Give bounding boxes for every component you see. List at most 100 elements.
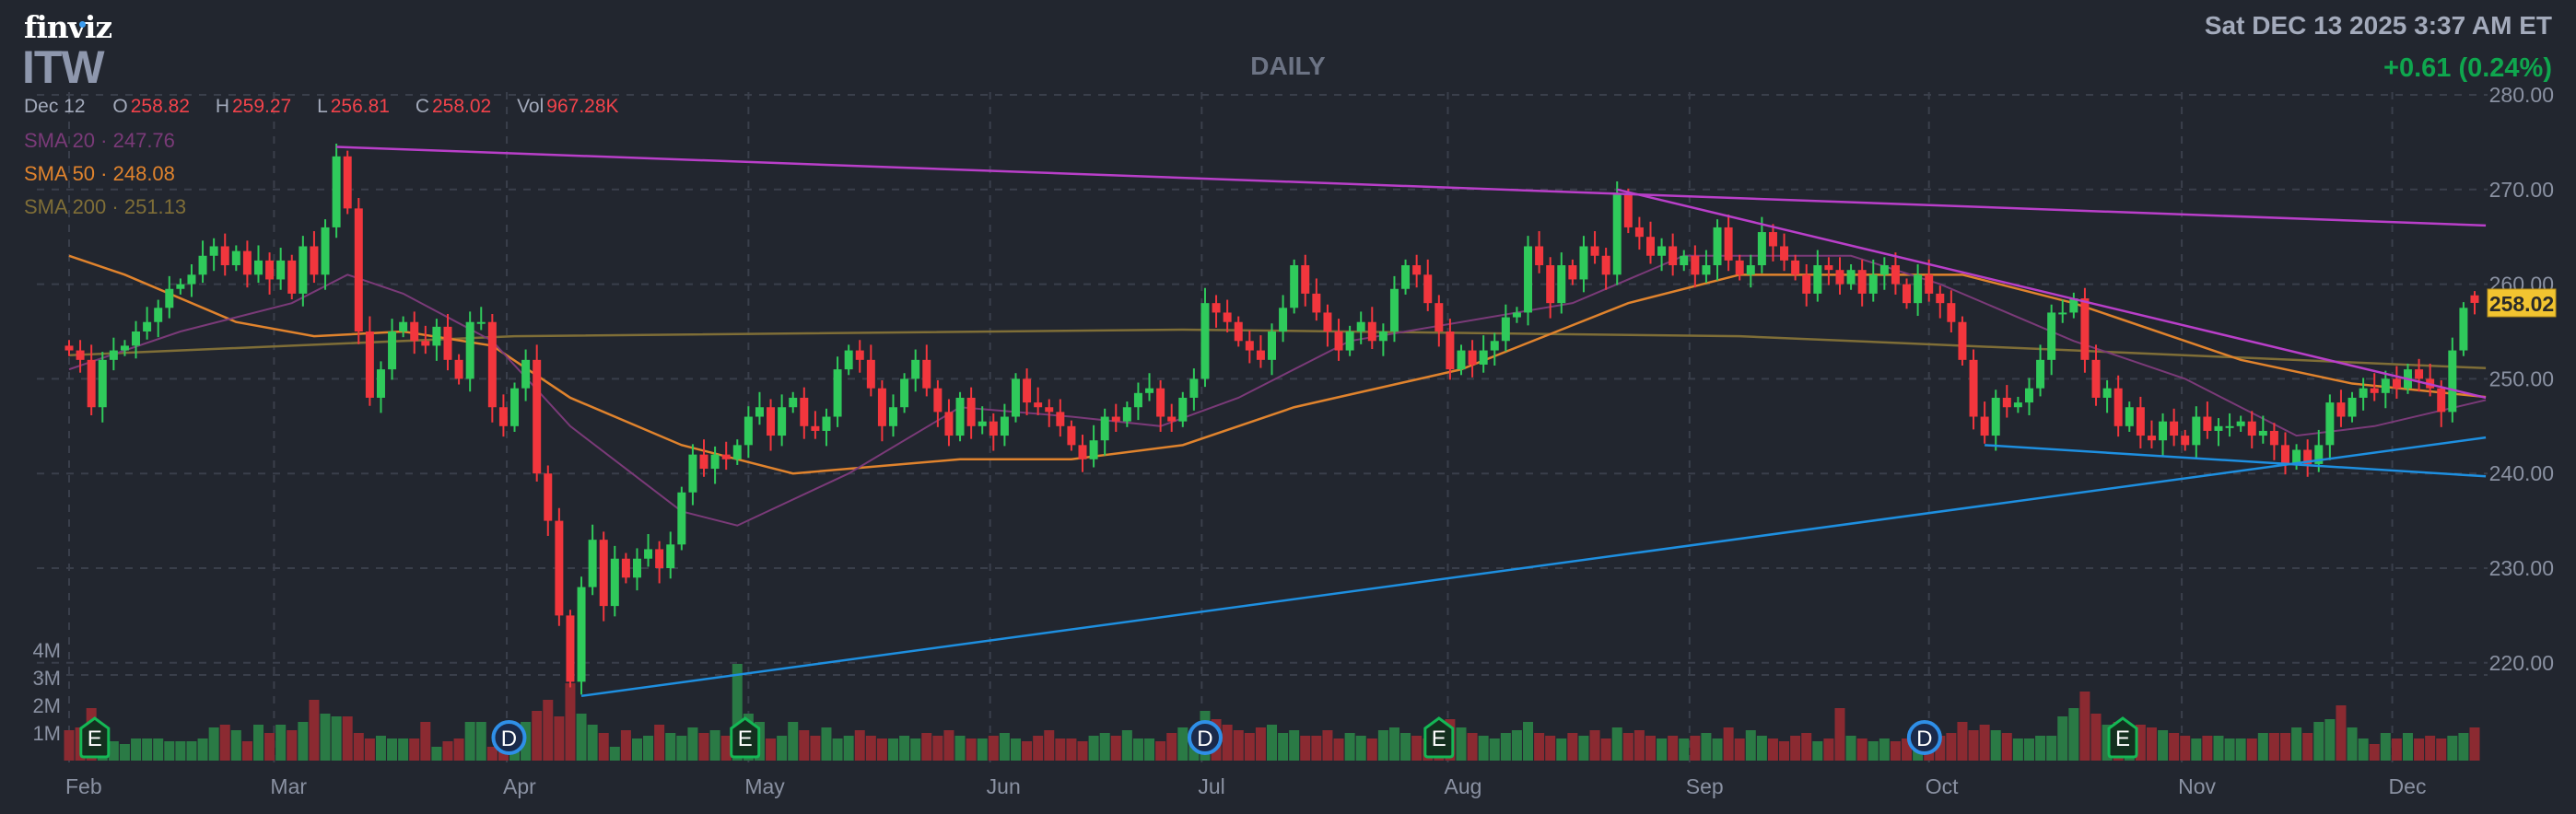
candle [2159, 413, 2168, 456]
candle [1189, 368, 1199, 411]
volume-bar [2102, 725, 2113, 761]
candle-body [1378, 331, 1388, 342]
trendlines[interactable] [336, 145, 2487, 698]
volume-bar [131, 738, 142, 761]
volume-bar [1044, 730, 1055, 761]
candle-body [1367, 321, 1376, 342]
volume-bar [587, 725, 598, 761]
candle-body [1468, 350, 1477, 365]
candle-body [321, 227, 330, 275]
month-label: Nov [2178, 774, 2216, 798]
volume-bar [353, 733, 364, 761]
candle [1479, 335, 1488, 373]
volume-bar [2268, 733, 2279, 761]
trendline[interactable] [336, 145, 2487, 227]
volume-bar [1033, 736, 1044, 761]
volume-bar [1790, 736, 1801, 761]
candle-body [365, 331, 374, 398]
candle [1000, 403, 1009, 447]
earnings-marker[interactable]: E [2107, 716, 2138, 759]
volume-bar [1823, 738, 1834, 761]
candle [253, 245, 263, 284]
finviz-logo[interactable]: finviz [24, 9, 112, 45]
candle [1178, 391, 1188, 427]
dividend-marker[interactable]: D [491, 720, 527, 755]
price-tick-label: 270.00 [2489, 178, 2554, 202]
earnings-icon [2107, 716, 2138, 759]
candle [555, 507, 564, 626]
candle-body [1868, 274, 1878, 294]
candle-body [1312, 293, 1321, 313]
volume-bar [2436, 738, 2447, 761]
volume-bar [230, 730, 241, 761]
candle-body [76, 350, 85, 360]
candle [599, 531, 608, 622]
candle-body [2024, 388, 2033, 403]
price-tick-label: 230.00 [2489, 556, 2554, 580]
volume-bar [1355, 736, 1366, 761]
earnings-icon [1423, 716, 1455, 759]
candle [143, 307, 152, 340]
candle-body [767, 407, 776, 436]
candle [64, 340, 74, 356]
candle [1122, 401, 1131, 427]
candle-body [1512, 312, 1521, 318]
candle [376, 361, 385, 413]
candle-body [789, 397, 798, 408]
candle-body [2069, 298, 2078, 313]
candle [399, 316, 408, 338]
volume-bar [320, 714, 331, 761]
volume-bar [241, 741, 252, 761]
volume-bar [252, 725, 263, 761]
candle [2192, 406, 2201, 459]
volume-bar [275, 725, 287, 761]
candle [1367, 307, 1376, 350]
volume-bar [398, 738, 409, 761]
earnings-marker[interactable]: E [730, 716, 761, 759]
earnings-marker[interactable]: E [79, 716, 111, 759]
candle [2247, 411, 2256, 448]
dividend-marker[interactable]: D [1906, 720, 1942, 755]
sma200-name: SMA 200 [24, 195, 107, 218]
sma50-legend[interactable]: SMA 50 · 248.08 [24, 162, 175, 185]
candle [2058, 299, 2067, 323]
volume-bar [442, 741, 453, 761]
volume-bar [1856, 738, 1868, 761]
candle-body [1835, 270, 1844, 285]
candle [1691, 245, 1700, 288]
trendline[interactable] [580, 436, 2487, 698]
candle-body [299, 246, 308, 294]
candle [1234, 316, 1243, 347]
volume-tick-label: 4M [32, 639, 61, 662]
candle-body [1546, 265, 1555, 304]
candle [388, 319, 397, 380]
month-label: Feb [65, 774, 102, 798]
sma200-legend[interactable]: SMA 200 · 251.13 [24, 195, 187, 218]
volume-bar [197, 738, 208, 761]
dividend-marker[interactable]: D [1187, 720, 1223, 755]
candle-body [2236, 421, 2245, 426]
candle [310, 231, 319, 284]
candle-body [1891, 265, 1900, 285]
candle [2325, 394, 2335, 460]
volume-bar [1177, 727, 1188, 761]
trendline[interactable] [1616, 188, 2487, 400]
sma20-legend[interactable]: SMA 20 · 247.76 [24, 129, 175, 152]
volume-bar [475, 722, 486, 761]
volume-bar [1278, 733, 1289, 761]
candle-body [332, 156, 341, 227]
volume-bar [2391, 738, 2402, 761]
candle [2024, 378, 2033, 415]
volume-bar [2158, 730, 2169, 761]
candle [443, 313, 452, 371]
earnings-marker[interactable]: E [1423, 716, 1455, 759]
candle-body [2269, 430, 2278, 446]
volume-bar [1723, 727, 1734, 761]
candle-body [198, 255, 207, 275]
volume-bar [264, 733, 275, 761]
trendline[interactable] [1985, 444, 2487, 478]
candle-body [1122, 407, 1131, 422]
candle-body [2170, 421, 2179, 436]
